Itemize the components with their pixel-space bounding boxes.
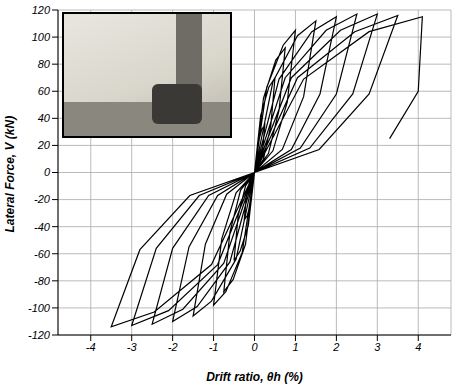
svg-text:40: 40 <box>38 112 51 124</box>
svg-text:-1: -1 <box>209 341 219 353</box>
svg-text:Lateral Force, V (kN): Lateral Force, V (kN) <box>3 116 17 233</box>
svg-text:0: 0 <box>44 166 51 178</box>
svg-text:20: 20 <box>37 139 51 151</box>
svg-text:0: 0 <box>251 341 258 353</box>
svg-text:-2: -2 <box>168 341 178 353</box>
svg-text:-100: -100 <box>28 302 51 314</box>
svg-text:3: 3 <box>374 341 381 353</box>
svg-text:-60: -60 <box>34 248 51 260</box>
svg-text:2: 2 <box>332 341 339 353</box>
svg-text:-20: -20 <box>34 193 51 205</box>
svg-text:-80: -80 <box>34 275 51 287</box>
svg-text:100: 100 <box>32 31 51 43</box>
svg-text:1: 1 <box>292 341 298 353</box>
svg-text:-120: -120 <box>28 329 51 341</box>
svg-text:-3: -3 <box>127 341 138 353</box>
svg-text:60: 60 <box>38 85 51 97</box>
svg-text:-4: -4 <box>86 341 96 353</box>
svg-text:120: 120 <box>32 4 51 16</box>
svg-text:-40: -40 <box>34 221 51 233</box>
svg-text:Drift ratio, θh (%): Drift ratio, θh (%) <box>206 370 303 384</box>
svg-text:80: 80 <box>38 58 51 70</box>
svg-text:4: 4 <box>415 341 421 353</box>
